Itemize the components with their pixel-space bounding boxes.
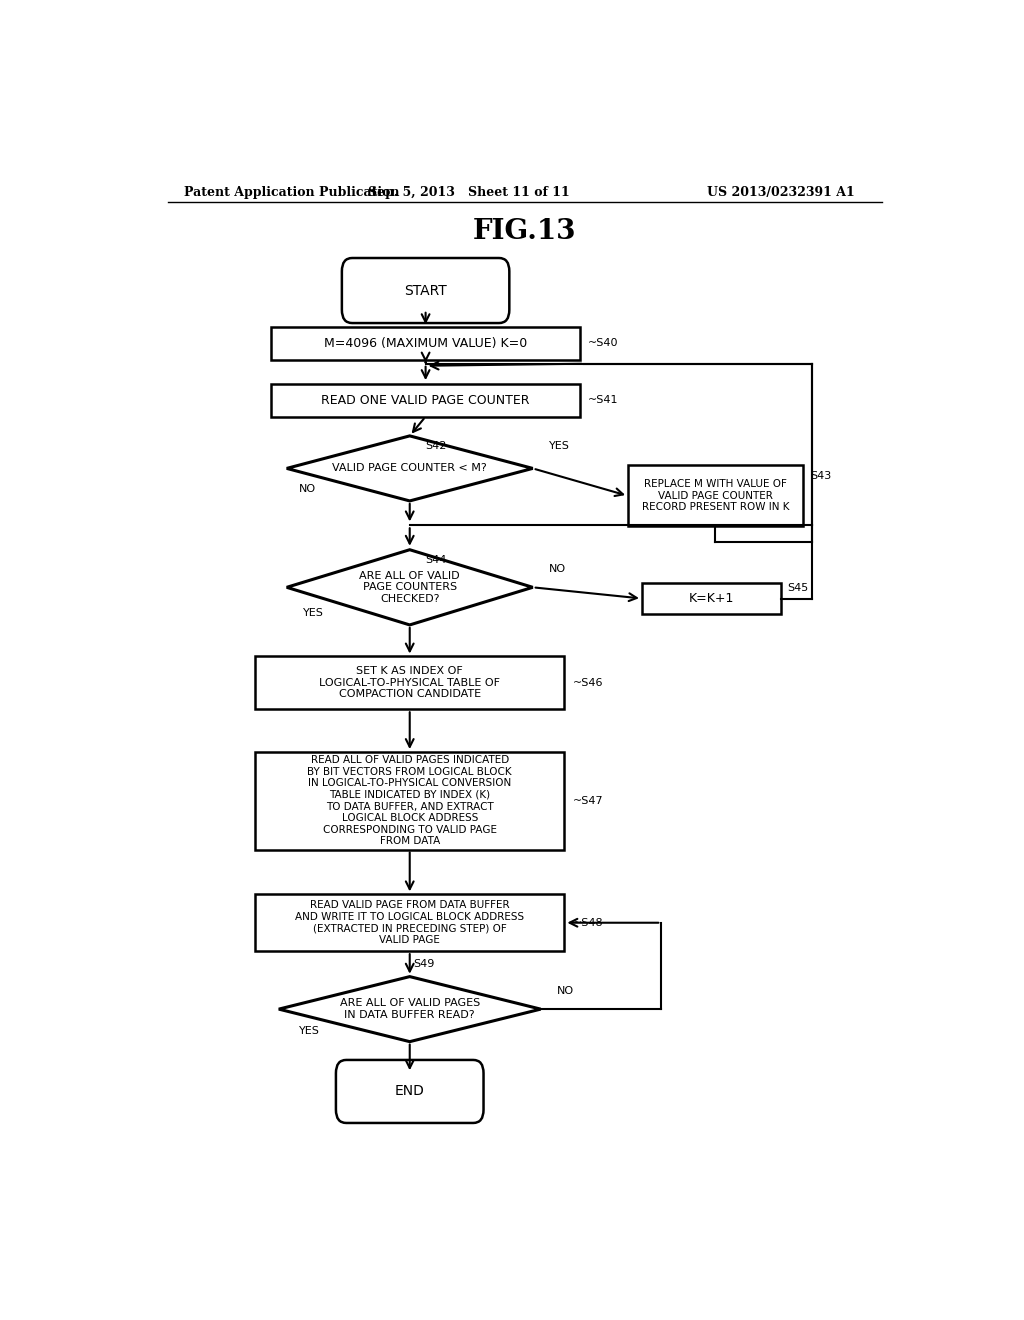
FancyBboxPatch shape	[342, 257, 509, 323]
Text: S42: S42	[426, 441, 446, 451]
Text: S45: S45	[787, 583, 808, 593]
Text: REPLACE M WITH VALUE OF
VALID PAGE COUNTER
RECORD PRESENT ROW IN K: REPLACE M WITH VALUE OF VALID PAGE COUNT…	[641, 479, 790, 512]
Text: YES: YES	[303, 607, 324, 618]
Bar	[270, 384, 581, 417]
Polygon shape	[287, 549, 532, 624]
Text: FIG.13: FIG.13	[473, 218, 577, 246]
Text: S49: S49	[414, 960, 435, 969]
Text: NO: NO	[557, 986, 573, 995]
Text: START: START	[404, 284, 446, 297]
FancyBboxPatch shape	[336, 1060, 483, 1123]
Text: ARE ALL OF VALID
PAGE COUNTERS
CHECKED?: ARE ALL OF VALID PAGE COUNTERS CHECKED?	[359, 570, 460, 605]
Text: ~S40: ~S40	[588, 338, 618, 348]
Text: READ ALL OF VALID PAGES INDICATED
BY BIT VECTORS FROM LOGICAL BLOCK
IN LOGICAL-T: READ ALL OF VALID PAGES INDICATED BY BIT…	[307, 755, 512, 846]
Text: Patent Application Publication: Patent Application Publication	[183, 186, 399, 199]
Bar	[255, 894, 564, 952]
Bar	[255, 656, 564, 709]
Text: READ VALID PAGE FROM DATA BUFFER
AND WRITE IT TO LOGICAL BLOCK ADDRESS
(EXTRACTE: READ VALID PAGE FROM DATA BUFFER AND WRI…	[295, 900, 524, 945]
Text: NO: NO	[299, 483, 315, 494]
Bar	[642, 583, 780, 614]
Text: END: END	[395, 1085, 425, 1098]
Text: VALID PAGE COUNTER < M?: VALID PAGE COUNTER < M?	[333, 463, 487, 474]
Text: READ ONE VALID PAGE COUNTER: READ ONE VALID PAGE COUNTER	[322, 393, 529, 407]
Text: NO: NO	[549, 564, 565, 574]
Text: ~S46: ~S46	[572, 678, 603, 688]
Text: YES: YES	[549, 441, 569, 451]
Text: M=4096 (MAXIMUM VALUE) K=0: M=4096 (MAXIMUM VALUE) K=0	[324, 337, 527, 350]
Polygon shape	[279, 977, 541, 1041]
Text: ~S47: ~S47	[572, 796, 603, 805]
Text: K=K+1: K=K+1	[688, 591, 734, 605]
Text: SET K AS INDEX OF
LOGICAL-TO-PHYSICAL TABLE OF
COMPACTION CANDIDATE: SET K AS INDEX OF LOGICAL-TO-PHYSICAL TA…	[319, 667, 501, 700]
Bar	[270, 327, 581, 359]
Text: S44: S44	[426, 554, 446, 565]
Text: YES: YES	[299, 1027, 319, 1036]
Bar	[628, 466, 803, 527]
Text: ~S48: ~S48	[572, 917, 603, 928]
Text: US 2013/0232391 A1: US 2013/0232391 A1	[708, 186, 855, 199]
Polygon shape	[287, 436, 532, 500]
Text: S43: S43	[811, 470, 831, 480]
Text: ~S41: ~S41	[588, 395, 618, 405]
Text: ARE ALL OF VALID PAGES
IN DATA BUFFER READ?: ARE ALL OF VALID PAGES IN DATA BUFFER RE…	[340, 998, 480, 1020]
Bar	[255, 752, 564, 850]
Text: Sep. 5, 2013   Sheet 11 of 11: Sep. 5, 2013 Sheet 11 of 11	[369, 186, 570, 199]
